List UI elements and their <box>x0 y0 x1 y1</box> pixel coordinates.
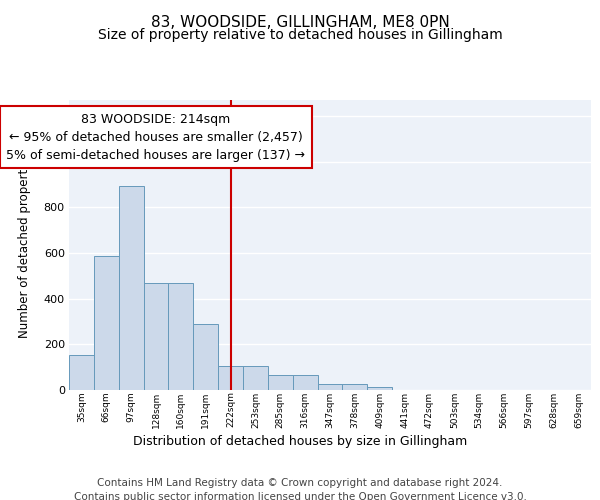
Bar <box>268 375 293 390</box>
Bar <box>317 384 343 390</box>
Text: 83, WOODSIDE, GILLINGHAM, ME8 0PN: 83, WOODSIDE, GILLINGHAM, ME8 0PN <box>151 15 449 30</box>
Bar <box>143 282 169 390</box>
Bar <box>193 324 218 390</box>
Bar <box>367 386 392 390</box>
Bar <box>293 375 317 390</box>
Text: Distribution of detached houses by size in Gillingham: Distribution of detached houses by size … <box>133 435 467 448</box>
Y-axis label: Number of detached properties: Number of detached properties <box>18 152 31 338</box>
Text: Contains HM Land Registry data © Crown copyright and database right 2024.
Contai: Contains HM Land Registry data © Crown c… <box>74 478 526 500</box>
Text: Size of property relative to detached houses in Gillingham: Size of property relative to detached ho… <box>98 28 502 42</box>
Text: 83 WOODSIDE: 214sqm
← 95% of detached houses are smaller (2,457)
5% of semi-deta: 83 WOODSIDE: 214sqm ← 95% of detached ho… <box>7 112 305 162</box>
Bar <box>119 186 143 390</box>
Bar <box>169 282 193 390</box>
Bar <box>243 366 268 390</box>
Bar <box>94 256 119 390</box>
Bar <box>343 384 367 390</box>
Bar <box>69 354 94 390</box>
Bar <box>218 366 243 390</box>
